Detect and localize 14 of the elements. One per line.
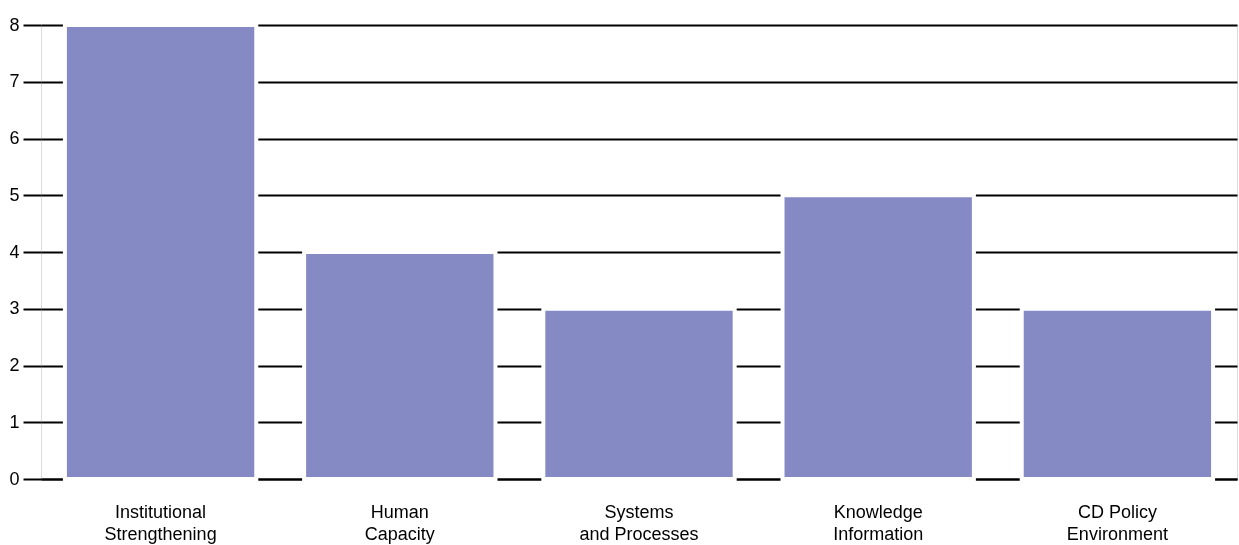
y-tick-label: 6: [9, 128, 20, 148]
x-tick-label: Knowledge Information: [833, 501, 924, 544]
y-tick-label: 1: [9, 411, 20, 432]
y-tick-label: 4: [9, 241, 20, 262]
x-tick-label: Human Capacity: [364, 501, 435, 544]
y-tick-label: 7: [9, 71, 20, 92]
y-tick-label: 0: [9, 468, 20, 489]
y-tick-label: 3: [9, 298, 20, 319]
x-tick-label: Systems and Processes: [579, 501, 699, 544]
y-tick-label: 2: [9, 355, 20, 375]
y-tick-label: 8: [9, 14, 20, 35]
x-tick-label: CD Policy Environment: [1066, 501, 1168, 544]
y-tick-label: 5: [9, 184, 20, 205]
x-tick-label: Institutional Strengthening: [104, 501, 217, 544]
